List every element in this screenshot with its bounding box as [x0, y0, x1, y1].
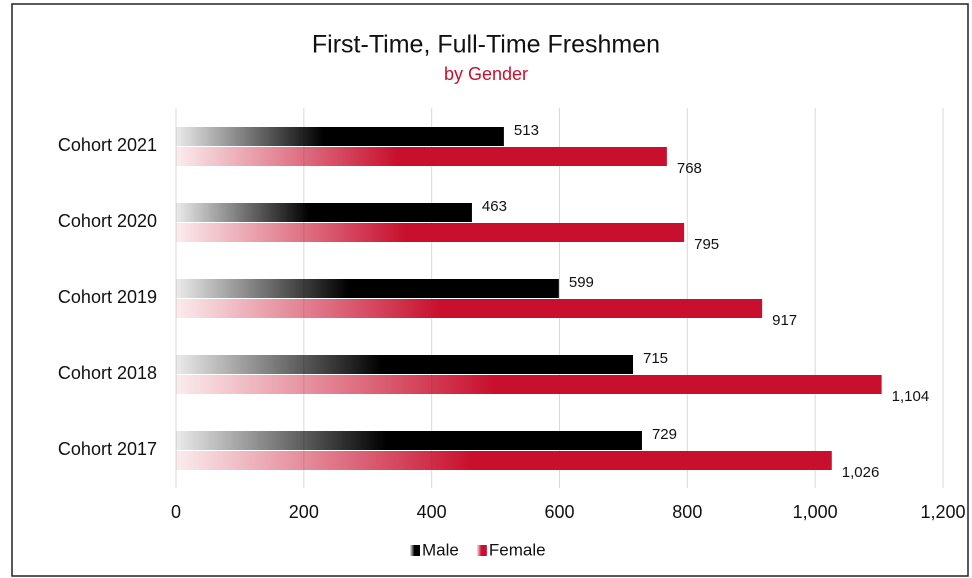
- bar: [176, 203, 472, 222]
- legend-label: Male: [422, 540, 459, 559]
- x-tick-label: 600: [544, 502, 574, 522]
- x-tick-label: 1,000: [793, 502, 838, 522]
- value-label: 729: [652, 426, 677, 443]
- bar: [176, 451, 832, 470]
- y-tick-label: Cohort 2020: [58, 211, 157, 231]
- value-label: 1,026: [842, 464, 880, 481]
- bar: [176, 355, 634, 374]
- bar: [176, 375, 882, 394]
- x-tick-label: 400: [417, 502, 447, 522]
- x-tick-label: 800: [672, 502, 702, 522]
- value-label: 599: [569, 274, 594, 291]
- legend-swatch: [410, 545, 420, 556]
- value-label: 795: [694, 236, 719, 253]
- bar: [176, 431, 642, 450]
- chart-subtitle: by Gender: [444, 64, 528, 84]
- bar: [176, 279, 559, 298]
- bar: [176, 127, 504, 146]
- legend-swatch: [476, 545, 487, 556]
- bar: [176, 147, 667, 166]
- x-tick-label: 0: [171, 502, 181, 522]
- value-label: 463: [482, 198, 507, 215]
- value-label: 513: [514, 122, 539, 139]
- value-label: 917: [772, 312, 797, 329]
- y-tick-label: Cohort 2018: [58, 363, 157, 383]
- y-tick-label: Cohort 2017: [58, 439, 157, 459]
- value-label: 768: [677, 160, 702, 177]
- bar: [176, 223, 685, 242]
- bar: [176, 299, 763, 318]
- chart-title: First-Time, Full-Time Freshmen: [312, 31, 660, 59]
- x-tick-label: 200: [289, 502, 319, 522]
- value-label: 715: [643, 350, 668, 367]
- y-tick-label: Cohort 2019: [58, 287, 157, 307]
- x-tick-label: 1,200: [920, 502, 965, 522]
- value-label: 1,104: [892, 388, 930, 405]
- y-tick-label: Cohort 2021: [58, 135, 157, 155]
- legend-label: Female: [489, 540, 546, 559]
